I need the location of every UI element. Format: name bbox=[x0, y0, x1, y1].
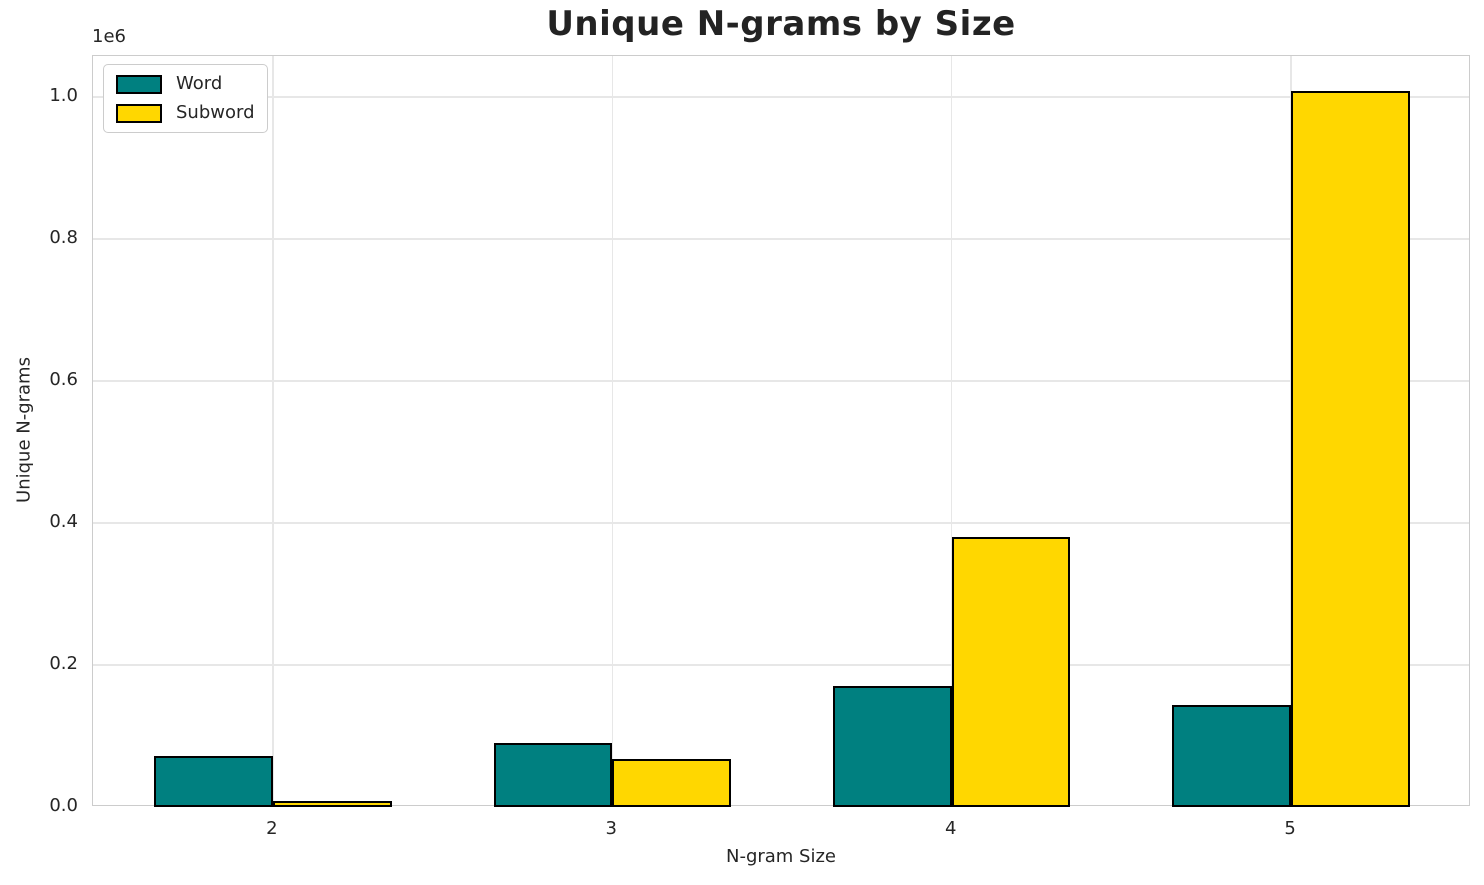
gridline-vertical bbox=[272, 56, 274, 805]
gridline-horizontal bbox=[93, 380, 1469, 382]
bar-subword-5 bbox=[1291, 91, 1410, 807]
legend-item-subword: Subword bbox=[116, 102, 255, 124]
x-tick-label: 4 bbox=[944, 818, 957, 839]
legend: Word Subword bbox=[103, 64, 268, 133]
gridline-horizontal bbox=[93, 664, 1469, 666]
bar-subword-2 bbox=[272, 801, 392, 807]
chart-title: Unique N-grams by Size bbox=[546, 4, 1016, 44]
bar-word-3 bbox=[493, 743, 613, 807]
bar-word-4 bbox=[832, 686, 952, 807]
x-tick-label: 5 bbox=[1284, 818, 1296, 839]
bar-subword-4 bbox=[951, 537, 1071, 807]
y-tick-label: 1.0 bbox=[49, 85, 78, 107]
x-axis-label: N-gram Size bbox=[725, 846, 837, 867]
gridline-vertical bbox=[950, 56, 953, 805]
gridline-vertical bbox=[611, 56, 614, 805]
y-tick-label: 0.2 bbox=[49, 653, 78, 675]
bar-word-2 bbox=[154, 755, 273, 807]
legend-label: Word bbox=[176, 73, 223, 94]
legend-swatch-word bbox=[116, 74, 162, 94]
gridline-horizontal bbox=[93, 522, 1469, 524]
y-tick-label: 0.8 bbox=[49, 227, 78, 249]
y-axis-label: Unique N-grams bbox=[13, 357, 35, 503]
bar-subword-3 bbox=[612, 758, 732, 807]
bar-word-5 bbox=[1172, 704, 1292, 807]
x-tick-label: 3 bbox=[605, 818, 618, 839]
legend-swatch-subword bbox=[116, 103, 162, 123]
y-tick-label: 0.0 bbox=[49, 795, 78, 816]
plot-area bbox=[92, 55, 1470, 807]
x-tick-label: 2 bbox=[266, 818, 278, 839]
y-axis-offset-label: 1e6 bbox=[92, 26, 126, 47]
gridline-horizontal bbox=[93, 238, 1469, 240]
legend-label: Subword bbox=[176, 102, 255, 123]
y-tick-label: 0.4 bbox=[49, 511, 78, 533]
legend-item-word: Word bbox=[116, 73, 255, 95]
gridline-horizontal bbox=[93, 96, 1469, 98]
y-tick-label: 0.6 bbox=[49, 369, 78, 391]
